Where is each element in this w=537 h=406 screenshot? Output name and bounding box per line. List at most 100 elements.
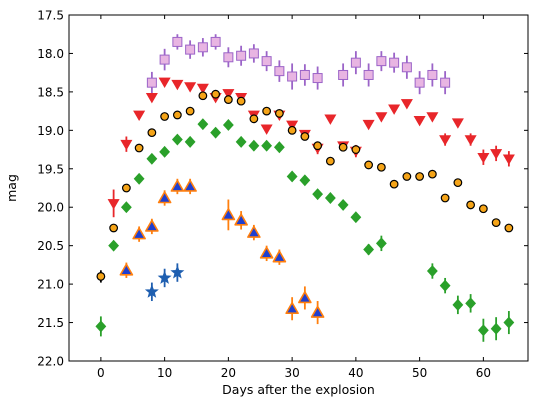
y-tick-label: 20.0 xyxy=(37,201,64,215)
data-point-triangle-down xyxy=(426,112,439,123)
data-point-circle xyxy=(249,114,259,124)
data-point-square xyxy=(350,57,361,68)
data-point-triangle-down xyxy=(362,119,375,131)
y-tick-label: 21.5 xyxy=(37,316,64,330)
plot-area-frame xyxy=(68,14,529,362)
data-point-square xyxy=(172,36,183,47)
data-point-diamond xyxy=(299,174,311,187)
data-point-triangle-up xyxy=(119,263,134,276)
data-point-diamond xyxy=(426,265,438,277)
x-tick-label: 0 xyxy=(97,366,105,380)
data-point-triangle-down xyxy=(184,82,197,93)
data-point-circle xyxy=(415,172,425,181)
y-tick-label: 20.5 xyxy=(37,239,64,253)
data-point-circle xyxy=(389,179,399,189)
data-point-triangle-down xyxy=(158,77,171,88)
data-marks xyxy=(95,34,515,342)
data-point-triangle-down xyxy=(120,139,133,151)
data-point-star xyxy=(157,270,172,284)
axes: 0 10 20 30 40 50 60 17.5 18.0 18.5 19.0 19.5 20.0 20.… xyxy=(37,9,528,380)
data-point-circle xyxy=(325,156,335,166)
data-point-diamond xyxy=(490,322,502,335)
data-point-triangle-down xyxy=(439,135,452,146)
data-point-diamond xyxy=(184,135,196,148)
data-point-circle xyxy=(313,141,323,151)
x-tick-label: 60 xyxy=(476,366,491,380)
data-point-square xyxy=(223,52,234,63)
data-point-diamond xyxy=(337,198,349,211)
data-point-diamond xyxy=(363,243,375,256)
data-point-diamond xyxy=(235,135,247,148)
data-point-circle xyxy=(402,172,412,181)
data-point-diamond xyxy=(273,141,285,154)
x-tick-label: 30 xyxy=(284,366,299,380)
data-point-diamond xyxy=(248,139,260,152)
data-point-triangle-up xyxy=(170,179,185,192)
data-point-diamond xyxy=(95,320,107,333)
data-point-triangle-down xyxy=(222,89,235,100)
data-point-triangle-up xyxy=(298,291,312,304)
data-point-circle xyxy=(96,272,106,281)
data-point-square xyxy=(261,56,272,67)
data-point-triangle-up xyxy=(183,179,197,192)
data-point-diamond xyxy=(452,298,464,311)
data-point-triangle-down xyxy=(490,149,503,160)
data-point-circle xyxy=(338,142,348,152)
data-point-circle xyxy=(236,96,246,106)
data-point-star xyxy=(170,265,185,279)
data-point-triangle-down xyxy=(196,83,209,95)
data-point-circle xyxy=(504,223,514,233)
data-point-circle xyxy=(134,143,144,153)
data-point-circle xyxy=(440,193,450,203)
data-point-square xyxy=(312,73,323,84)
data-point-diamond xyxy=(312,188,324,201)
data-point-circle xyxy=(287,125,297,135)
data-point-circle xyxy=(364,160,374,170)
data-point-square xyxy=(274,66,285,77)
data-point-triangle-down xyxy=(413,116,426,127)
x-tick-label: 40 xyxy=(348,366,363,380)
data-point-circle xyxy=(300,132,310,141)
data-point-diamond xyxy=(350,211,362,224)
data-point-circle xyxy=(376,162,386,172)
data-point-circle xyxy=(160,112,170,121)
data-point-square xyxy=(287,71,298,82)
x-axis-label: Days after the explosion xyxy=(222,382,375,397)
data-point-square xyxy=(197,42,208,53)
data-point-diamond xyxy=(108,239,120,252)
data-point-diamond xyxy=(146,152,158,165)
data-point-circle xyxy=(478,204,488,214)
data-point-triangle-down xyxy=(477,152,490,164)
data-point-circle xyxy=(427,169,437,179)
data-point-square xyxy=(146,77,157,88)
data-point-diamond xyxy=(477,324,489,337)
data-point-triangle-down xyxy=(145,92,158,104)
data-point-square xyxy=(414,77,425,88)
x-tick-label: 50 xyxy=(412,366,427,380)
y-axis-label: mag xyxy=(4,174,19,202)
data-point-circle xyxy=(466,200,476,210)
x-tick-label: 10 xyxy=(157,366,172,380)
data-point-diamond xyxy=(375,237,387,250)
data-point-square xyxy=(299,69,310,80)
x-tick-label: 20 xyxy=(221,366,236,380)
data-point-diamond xyxy=(159,145,171,158)
data-point-diamond xyxy=(171,133,183,146)
data-point-triangle-up xyxy=(272,250,287,263)
data-point-triangle-up xyxy=(157,191,172,204)
data-point-triangle-down xyxy=(400,99,413,110)
data-point-square xyxy=(376,56,387,67)
data-point-square xyxy=(159,54,170,65)
data-point-square xyxy=(401,62,412,73)
data-point-triangle-down xyxy=(286,120,299,132)
data-point-square xyxy=(236,50,247,61)
data-point-triangle-down xyxy=(133,110,146,122)
data-point-triangle-up xyxy=(285,301,299,315)
data-point-circle xyxy=(274,109,284,118)
data-point-triangle-down xyxy=(388,104,401,115)
data-point-square xyxy=(338,69,349,80)
y-tick-label: 18.0 xyxy=(37,47,64,61)
data-point-diamond xyxy=(324,192,336,204)
